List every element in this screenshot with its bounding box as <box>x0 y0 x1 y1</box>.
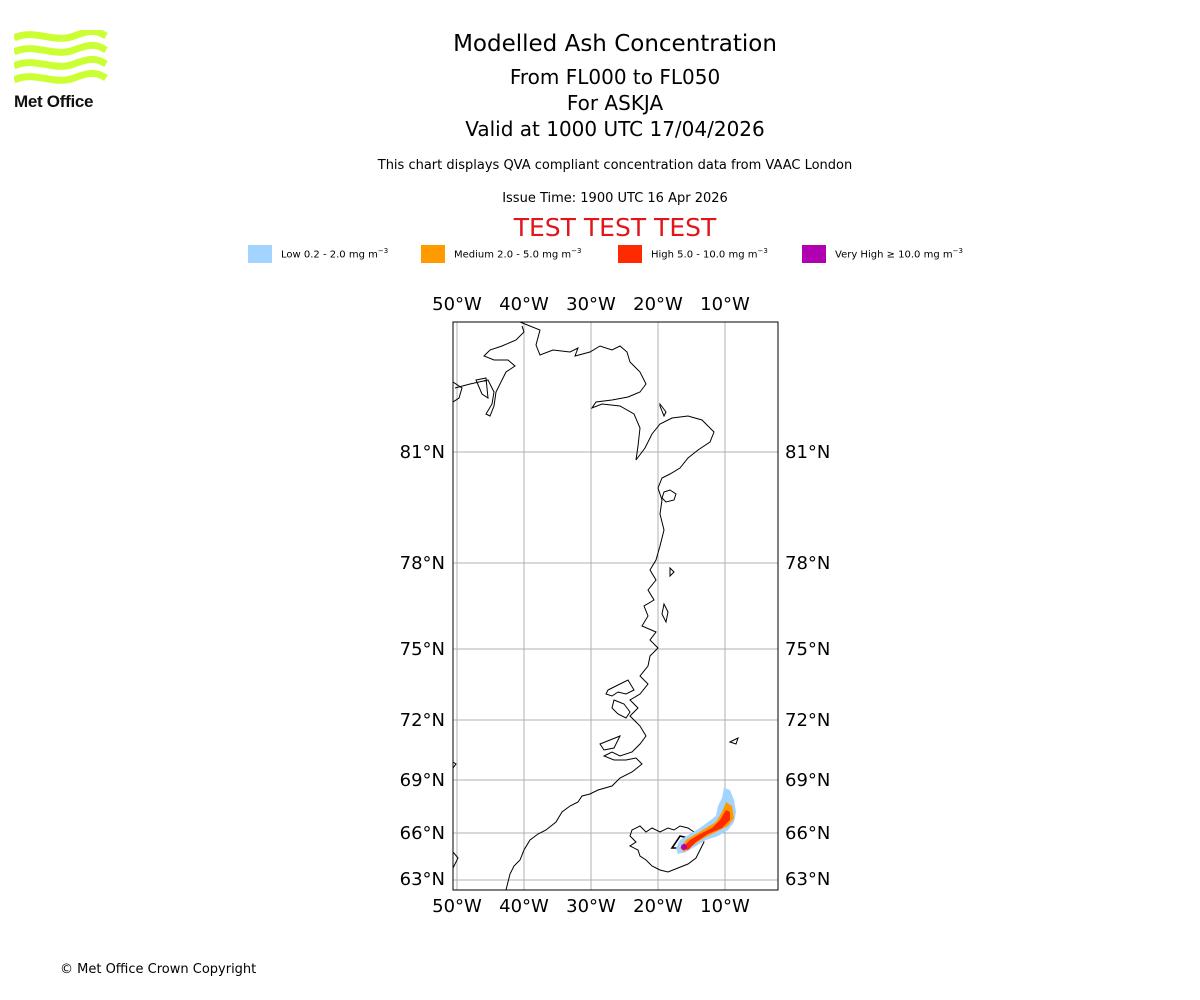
lat-tick-label: 81°N <box>400 442 445 463</box>
legend-item-very-high: Very High ≥ 10.0 mg m−3 <box>802 244 963 264</box>
lon-tick-label: 30°W <box>566 896 616 917</box>
lat-tick-label: 78°N <box>400 553 445 574</box>
lon-tick-label: 40°W <box>499 896 549 917</box>
lat-labels-left: 81°N 78°N 75°N 72°N 69°N 66°N 63°N <box>400 442 445 890</box>
lon-tick-label: 10°W <box>700 896 750 917</box>
legend-item-high: High 5.0 - 10.0 mg m−3 <box>618 244 768 264</box>
legend-label-high: High 5.0 - 10.0 mg m <box>651 249 758 261</box>
coastline-edge <box>453 761 459 869</box>
graticule <box>453 322 778 890</box>
ash-very-high-area <box>681 844 687 850</box>
lat-tick-label: 69°N <box>785 770 830 791</box>
legend-label-low: Low 0.2 - 2.0 mg m <box>281 249 378 261</box>
legend-exponent: −3 <box>377 247 389 256</box>
chart-title: Modelled Ash Concentration <box>453 31 777 57</box>
coastline-detail <box>454 325 739 751</box>
legend-item-low: Low 0.2 - 2.0 mg m−3 <box>248 244 388 264</box>
lon-tick-label: 20°W <box>633 896 683 917</box>
lon-tick-label: 50°W <box>432 294 482 315</box>
lat-tick-label: 66°N <box>785 823 830 844</box>
issue-time: Issue Time: 1900 UTC 16 Apr 2026 <box>502 191 728 206</box>
legend-swatch-high <box>618 245 642 263</box>
lat-tick-label: 78°N <box>785 553 830 574</box>
ash-plume <box>676 788 736 854</box>
iceland-coastline <box>629 825 705 873</box>
legend-label-very-high: Very High ≥ 10.0 mg m <box>835 249 953 261</box>
greenland-coastline <box>453 322 715 890</box>
lat-labels-right: 81°N 78°N 75°N 72°N 69°N 66°N 63°N <box>785 442 830 890</box>
ash-high-area <box>682 810 730 850</box>
volcano-name: For ASKJA <box>566 91 664 115</box>
map-frame <box>452 321 779 891</box>
chart-description: This chart displays QVA compliant concen… <box>377 158 853 173</box>
lon-tick-label: 30°W <box>566 294 616 315</box>
lat-tick-label: 66°N <box>400 823 445 844</box>
lat-tick-label: 72°N <box>400 710 445 731</box>
legend-exponent: −3 <box>571 247 582 256</box>
test-banner: TEST TEST TEST <box>513 213 717 242</box>
flight-level-range: From FL000 to FL050 <box>509 65 721 89</box>
met-office-wave-icon <box>12 27 108 84</box>
legend-exponent: −3 <box>757 247 768 256</box>
legend-swatch-very-high <box>802 245 826 263</box>
lat-tick-label: 75°N <box>785 639 830 660</box>
lon-labels-bottom: 50°W 40°W 30°W 20°W 10°W <box>432 896 750 917</box>
met-office-logo: Met Office <box>12 27 108 112</box>
lat-tick-label: 75°N <box>400 639 445 660</box>
concentration-legend: Low 0.2 - 2.0 mg m−3 Medium 2.0 - 5.0 mg… <box>0 244 1200 264</box>
lon-tick-label: 20°W <box>633 294 683 315</box>
legend-swatch-low <box>248 245 272 263</box>
lat-tick-label: 72°N <box>785 710 830 731</box>
lat-tick-label: 81°N <box>785 442 830 463</box>
lon-labels-top: 50°W 40°W 30°W 20°W 10°W <box>432 294 750 315</box>
legend-label-medium: Medium 2.0 - 5.0 mg m <box>454 249 572 261</box>
valid-time: Valid at 1000 UTC 17/04/2026 <box>465 117 765 141</box>
lon-tick-label: 50°W <box>432 896 482 917</box>
logo-text: Met Office <box>14 92 94 111</box>
lat-tick-label: 63°N <box>785 869 830 890</box>
legend-item-medium: Medium 2.0 - 5.0 mg m−3 <box>421 244 581 264</box>
lat-tick-label: 69°N <box>400 770 445 791</box>
lon-tick-label: 10°W <box>700 294 750 315</box>
copyright: © Met Office Crown Copyright <box>60 962 257 977</box>
lat-tick-label: 63°N <box>400 869 445 890</box>
legend-exponent: −3 <box>952 247 963 256</box>
legend-swatch-medium <box>421 245 445 263</box>
lon-tick-label: 40°W <box>499 294 549 315</box>
